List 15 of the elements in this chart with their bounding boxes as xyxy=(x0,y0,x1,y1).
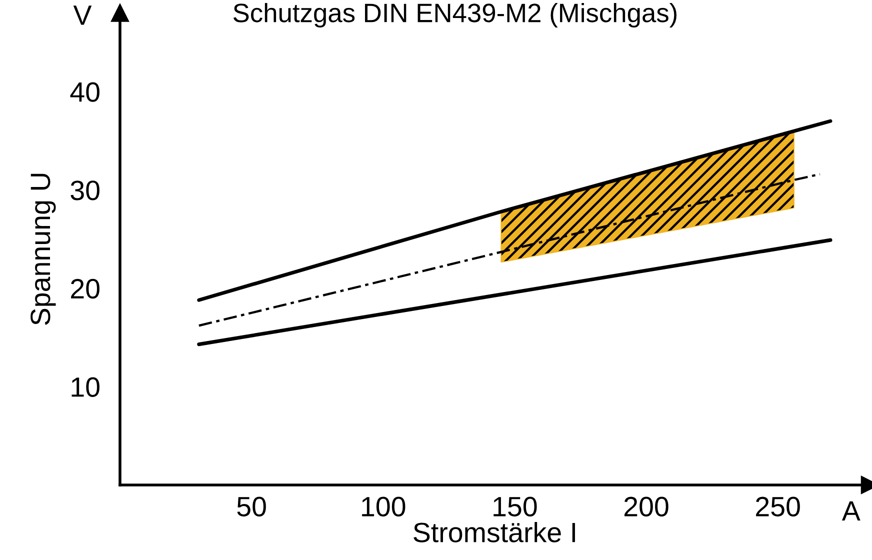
x-tick-label: 250 xyxy=(756,496,800,516)
y-tick-label: 40 xyxy=(70,82,100,102)
x-tick-label: 200 xyxy=(624,496,668,516)
chart-title: Schutzgas DIN EN439-M2 (Mischgas) xyxy=(234,2,676,28)
x-tick-label: 150 xyxy=(494,496,537,516)
y-tick-label: 10 xyxy=(72,377,100,397)
line-series xyxy=(198,173,822,327)
y-tick-label: 30 xyxy=(70,180,100,200)
y-axis-title: Spannung U xyxy=(30,174,56,325)
x-tick-label: 50 xyxy=(237,496,266,516)
x-tick-label: 100 xyxy=(362,496,406,516)
x-axis-title: Stromstärke I xyxy=(414,522,575,542)
y-tick-label: 20 xyxy=(71,278,100,299)
text: A xyxy=(842,501,860,520)
text: V xyxy=(73,6,92,25)
